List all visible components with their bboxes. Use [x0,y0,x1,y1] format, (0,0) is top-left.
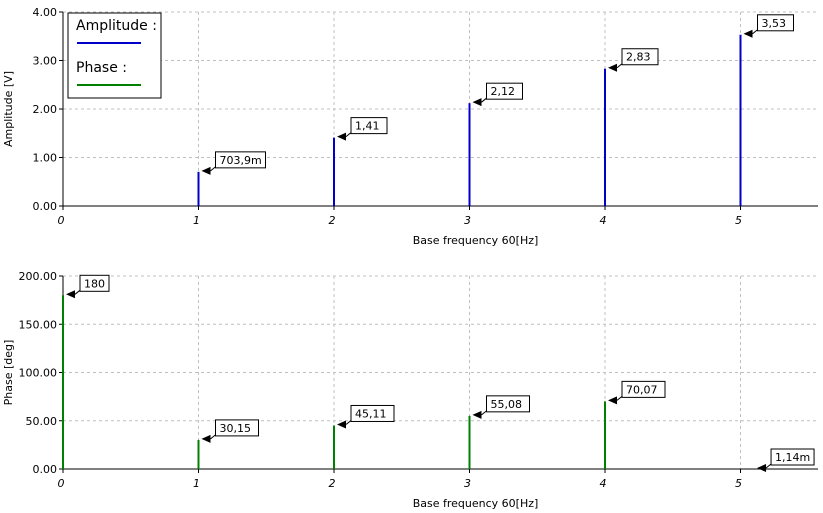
callout-arrow [201,434,211,443]
callout-arrow [66,290,75,299]
callout-leader [481,97,487,103]
data-label-box [350,117,388,135]
data-label-box [350,404,395,422]
callout-leader [481,410,487,416]
data-label-box [215,151,266,169]
y-tick-label: 2.00 [33,103,58,116]
x-tick-label: 2 [329,214,336,227]
callout-leader [210,434,216,440]
callout-arrow [337,132,346,141]
data-label-box [79,274,110,292]
callout-leader [752,29,758,35]
callout-arrow [757,463,767,472]
data-label: 55,08 [491,398,523,411]
legend-label: Phase : [76,60,127,76]
callout-leader [345,132,352,138]
data-label-box [757,14,794,32]
y-tick-label: 150.00 [19,318,58,331]
data-label: 30,15 [220,422,252,435]
callout-arrow [201,166,211,175]
data-label-box [770,448,815,466]
chart-panel-1: 0.00 1.00 2.00 3.00 4.00 0 1 2 3 4 5 Base frequency… [2,6,818,247]
callout-leader [345,420,352,425]
x-tick-label: 0 [58,477,65,490]
y-axis-label: Phase [deg] [2,340,15,406]
x-tick-label: 1 [193,214,200,227]
x-axis-label: Base frequency 60[Hz] [413,234,539,247]
y-tick-label: 200.00 [19,270,58,283]
callout-arrow [608,63,617,72]
callout-leader [616,395,623,401]
legend: Amplitude : Phase : [67,12,162,99]
callout-arrow [337,420,346,429]
x-axis-label: Base frequency 60[Hz] [413,497,539,510]
callout-leader [765,463,772,469]
legend-box [67,12,162,99]
callout-arrow [472,98,482,107]
data-label-box [621,380,666,398]
data-label-box [486,82,523,100]
y-tick-label: 0.00 [33,200,58,213]
callout-leader [210,166,216,172]
x-tick-label: 2 [329,477,336,490]
data-label-box [621,48,659,66]
data-label: 1,14m [775,451,810,464]
x-tick-label: 4 [600,477,607,490]
x-tick-label: 4 [600,214,607,227]
data-label-box [486,395,530,413]
data-label: 70,07 [626,383,658,396]
plot-area [63,276,818,469]
data-label: 3,53 [762,17,787,30]
plot-area [63,12,818,206]
y-tick-label: 3.00 [33,55,58,68]
x-tick-label: 1 [193,477,200,490]
y-tick-label: 0.00 [33,463,58,476]
callout-arrow [472,410,482,419]
callout-arrow [608,396,617,405]
data-label-box [215,419,259,437]
x-tick-label: 3 [464,477,471,490]
x-tick-label: 5 [735,214,742,227]
callout-arrow [743,29,753,38]
y-tick-label: 100.00 [19,367,58,380]
chart-panel-2: 0.00 50.00 100.00 150.00 200.00 0 1 2 3 4 5 Base fr… [2,270,818,510]
data-label: 180 [84,277,105,290]
callout-leader [616,63,623,69]
data-label: 703,9m [220,154,262,167]
y-tick-label: 1.00 [33,152,58,165]
data-label: 2,83 [626,51,651,64]
callout-leader [74,289,81,295]
y-tick-label: 4.00 [33,6,58,19]
x-tick-label: 3 [464,214,471,227]
data-label: 45,11 [355,407,387,420]
y-axis-label: Amplitude [V] [2,71,15,147]
x-tick-label: 0 [58,214,65,227]
data-label: 1,41 [355,120,380,133]
data-label: 2,12 [491,85,516,98]
legend-label: Amplitude : [76,18,157,34]
y-tick-label: 50.00 [26,415,58,428]
x-tick-label: 5 [735,477,742,490]
